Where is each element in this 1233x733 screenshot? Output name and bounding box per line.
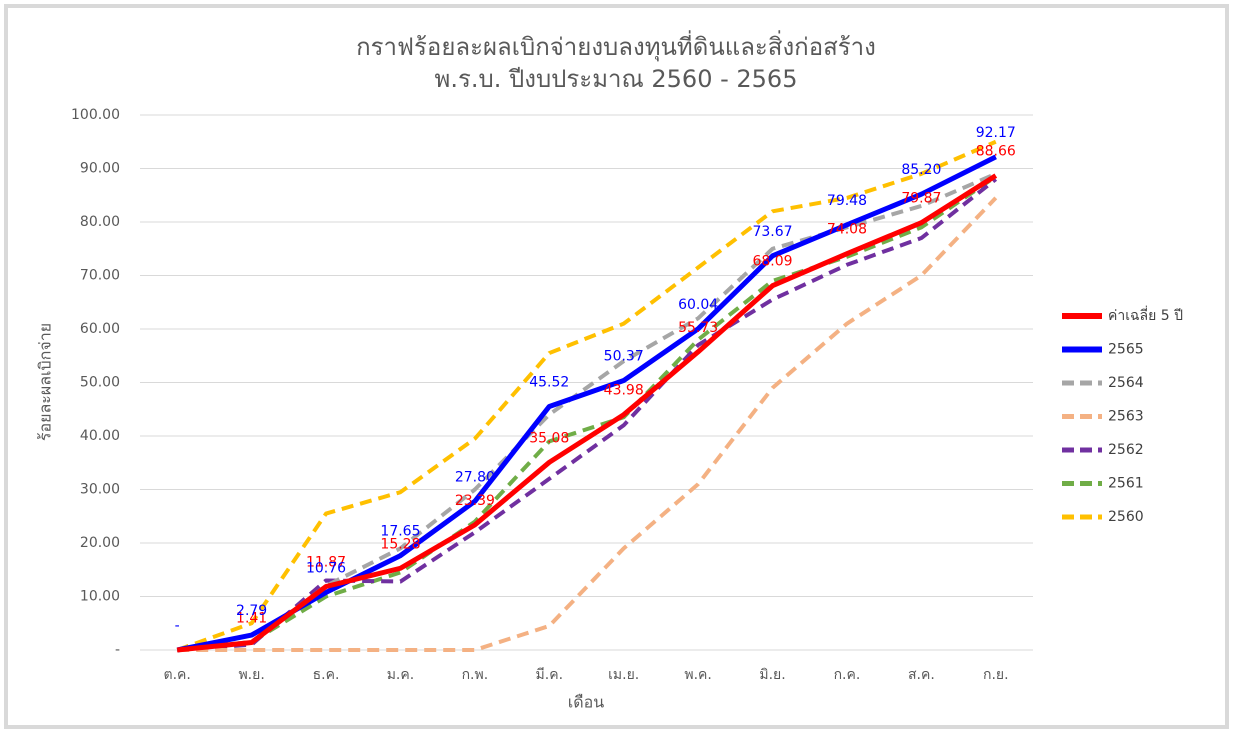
x-tick-label: ก.พ. (462, 667, 489, 683)
x-tick-label: ธ.ค. (313, 667, 340, 683)
series-line (177, 177, 998, 652)
legend-label: ค่าเฉลี่ย 5 ปี (1108, 306, 1183, 324)
data-label: 50.37 (604, 349, 644, 365)
data-label: 60.04 (678, 297, 718, 313)
data-label: 74.08 (827, 222, 867, 238)
data-label: 88.66 (976, 144, 1016, 160)
y-tick-label: - (115, 642, 120, 658)
y-tick-label: 10.00 (80, 589, 120, 605)
legend-label: 2562 (1108, 442, 1144, 458)
data-label: 85.20 (901, 162, 941, 178)
data-label: 23.39 (455, 493, 495, 509)
series-line (176, 139, 997, 652)
x-tick-label: ต.ค. (164, 667, 191, 683)
y-tick-label: 40.00 (80, 428, 120, 444)
series-line (176, 174, 997, 652)
data-label: 35.08 (529, 430, 569, 446)
data-label: 73.67 (752, 224, 792, 240)
data-label: 68.09 (752, 254, 792, 270)
x-tick-label: เม.ย. (608, 667, 639, 683)
x-tick-label: ก.ค. (834, 667, 861, 683)
data-label: 92.17 (976, 125, 1016, 141)
legend-label: 2563 (1108, 409, 1144, 425)
data-label: 55.73 (678, 320, 718, 336)
data-label: 17.65 (380, 524, 420, 540)
y-tick-label: 60.00 (80, 321, 120, 337)
data-label: 2.79 (236, 603, 267, 619)
data-label: - (175, 618, 180, 634)
data-label: 79.87 (901, 191, 941, 207)
series-line (176, 173, 998, 653)
x-tick-label: ม.ค. (387, 667, 415, 683)
y-tick-label: 50.00 (80, 375, 120, 391)
x-axis-label: เดือน (568, 693, 604, 712)
legend-label: 2564 (1108, 375, 1144, 391)
y-tick-label: 20.00 (80, 535, 120, 551)
legend-label: 2560 (1108, 509, 1144, 525)
data-label: 1.41 (236, 610, 267, 626)
legend-label: 2561 (1108, 476, 1144, 492)
y-tick-label: 80.00 (80, 214, 120, 230)
data-label: 11.87 (306, 554, 346, 570)
x-tick-label: มิ.ย. (759, 667, 785, 683)
series-line (177, 196, 998, 652)
data-label: 10.76 (306, 560, 346, 576)
y-tick-label: 30.00 (80, 482, 120, 498)
data-label: 45.52 (529, 374, 569, 390)
series-line (176, 154, 997, 653)
y-tick-label: 100.00 (71, 107, 120, 123)
data-label: 15.28 (380, 536, 420, 552)
y-axis-label: ร้อยละผลเบิกจ่าย (36, 323, 55, 441)
x-tick-label: มี.ค. (536, 667, 564, 683)
legend-label: 2565 (1108, 342, 1144, 358)
x-tick-label: ส.ค. (908, 667, 935, 683)
x-tick-label: พ.ค. (684, 667, 712, 683)
data-label: 27.80 (455, 469, 495, 485)
data-label: 43.98 (604, 383, 644, 399)
chart-title: กราฟร้อยละผลเบิกจ่ายงบลงทุนที่ดินและสิ่ง… (356, 30, 876, 62)
y-tick-label: 90.00 (80, 161, 120, 177)
data-label: 79.48 (827, 193, 867, 209)
x-tick-label: พ.ย. (238, 667, 264, 683)
x-tick-label: ก.ย. (983, 667, 1009, 683)
chart-subtitle: พ.ร.บ. ปีงบประมาณ 2560 - 2565 (435, 65, 798, 93)
y-tick-label: 70.00 (80, 268, 120, 284)
